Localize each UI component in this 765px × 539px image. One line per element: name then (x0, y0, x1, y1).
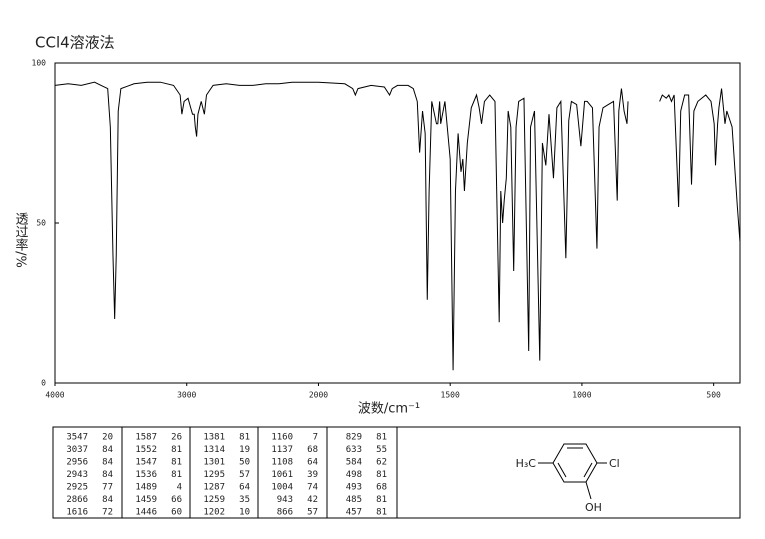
y-tick-label: 0 (41, 379, 46, 388)
peak-transmittance: 55 (376, 445, 387, 455)
peak-transmittance: 57 (307, 508, 318, 518)
y-axis-label: 透过率/% (13, 212, 29, 268)
peak-wavenumber: 1160 (271, 433, 293, 443)
peak-transmittance: 72 (102, 508, 113, 518)
peak-wavenumber: 2956 (66, 458, 88, 468)
peak-wavenumber: 1137 (271, 445, 293, 455)
double-bond (557, 462, 567, 478)
peak-transmittance: 84 (102, 495, 113, 505)
peak-transmittance: 84 (102, 470, 113, 480)
peak-wavenumber: 1202 (203, 508, 225, 518)
peak-transmittance: 64 (307, 458, 318, 468)
peak-wavenumber: 633 (346, 445, 362, 455)
peak-wavenumber: 866 (277, 508, 293, 518)
substituent: Cl (609, 457, 620, 470)
peak-transmittance: 74 (307, 483, 318, 493)
peak-transmittance: 19 (239, 445, 250, 455)
peak-wavenumber: 2866 (66, 495, 88, 505)
y-tick-label: 50 (36, 219, 46, 228)
peak-transmittance: 68 (376, 483, 387, 493)
peak-transmittance: 68 (307, 445, 318, 455)
x-tick-label: 2000 (309, 391, 328, 400)
peak-transmittance: 4 (177, 483, 182, 493)
peak-wavenumber: 3547 (66, 433, 88, 443)
peak-transmittance: 62 (376, 458, 387, 468)
peak-wavenumber: 1108 (271, 458, 293, 468)
peak-transmittance: 7 (313, 433, 318, 443)
peak-wavenumber: 1287 (203, 483, 225, 493)
peak-transmittance: 66 (171, 495, 182, 505)
peak-wavenumber: 1301 (203, 458, 225, 468)
peak-transmittance: 84 (102, 445, 113, 455)
peak-wavenumber: 1489 (135, 483, 157, 493)
x-tick-label: 4000 (45, 391, 64, 400)
peak-wavenumber: 1295 (203, 470, 225, 480)
plot-frame (54, 62, 741, 384)
peak-wavenumber: 829 (346, 433, 362, 443)
peak-transmittance: 50 (239, 458, 250, 468)
peak-wavenumber: 1004 (271, 483, 293, 493)
peak-wavenumber: 1616 (66, 508, 88, 518)
peak-transmittance: 35 (239, 495, 250, 505)
peak-wavenumber: 1259 (203, 495, 225, 505)
double-bond (583, 462, 593, 478)
table-dividers (121, 427, 398, 518)
benzene-ring (552, 443, 598, 483)
peak-wavenumber: 1314 (203, 445, 225, 455)
x-tick-label: 1000 (572, 391, 591, 400)
peak-wavenumber: 1381 (203, 433, 225, 443)
peak-transmittance: 81 (239, 433, 250, 443)
peak-wavenumber: 485 (346, 495, 362, 505)
peak-wavenumber: 1552 (135, 445, 157, 455)
x-tick-label: 3000 (177, 391, 196, 400)
peak-transmittance: 81 (376, 470, 387, 480)
peak-transmittance: 84 (102, 458, 113, 468)
peak-wavenumber: 1547 (135, 458, 157, 468)
peak-transmittance: 77 (102, 483, 113, 493)
spectrum-line (54, 81, 741, 371)
peak-transmittance: 81 (376, 495, 387, 505)
peak-wavenumber: 3037 (66, 445, 88, 455)
substituent: H₃C (516, 457, 537, 470)
peak-wavenumber: 1459 (135, 495, 157, 505)
peak-wavenumber: 1446 (135, 508, 157, 518)
peak-transmittance: 81 (171, 470, 182, 480)
peak-wavenumber: 1061 (271, 470, 293, 480)
peak-transmittance: 26 (171, 433, 182, 443)
peak-wavenumber: 1587 (135, 433, 157, 443)
peak-transmittance: 10 (239, 508, 250, 518)
peak-wavenumber: 457 (346, 508, 362, 518)
peak-transmittance: 81 (171, 445, 182, 455)
x-axis-label: 波数/cm⁻¹ (358, 402, 420, 417)
bond (585, 481, 592, 500)
peak-transmittance: 42 (307, 495, 318, 505)
x-tick-label: 500 (706, 391, 721, 400)
peak-transmittance: 81 (171, 458, 182, 468)
peak-wavenumber: 2943 (66, 470, 88, 480)
peak-wavenumber: 493 (346, 483, 362, 493)
y-tick-label: 100 (32, 59, 47, 68)
peak-wavenumber: 498 (346, 470, 362, 480)
peak-wavenumber: 943 (277, 495, 293, 505)
substituent: OH (585, 501, 602, 514)
peak-transmittance: 64 (239, 483, 250, 493)
peak-transmittance: 81 (376, 433, 387, 443)
peak-wavenumber: 1536 (135, 470, 157, 480)
structure (538, 443, 607, 500)
peak-transmittance: 60 (171, 508, 182, 518)
peak-transmittance: 20 (102, 433, 113, 443)
peak-wavenumber: 2925 (66, 483, 88, 493)
peak-transmittance: 57 (239, 470, 250, 480)
peak-transmittance: 81 (376, 508, 387, 518)
peak-transmittance: 39 (307, 470, 318, 480)
peak-wavenumber: 584 (346, 458, 362, 468)
chart-title: CCl4溶液法 (35, 34, 115, 52)
x-tick-label: 1500 (441, 391, 460, 400)
